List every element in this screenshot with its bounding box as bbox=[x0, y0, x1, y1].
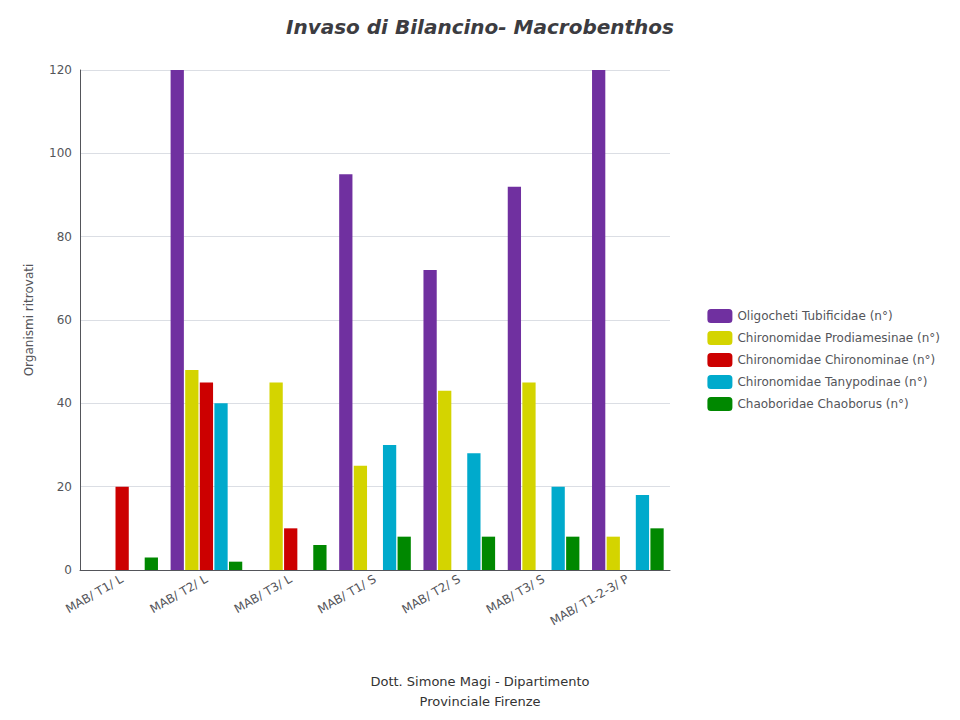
svg-text:Dott. Simone Magi - Dipartimen: Dott. Simone Magi - Dipartimento bbox=[370, 674, 589, 689]
svg-text:MAB/ T1-2-3/ P: MAB/ T1-2-3/ P bbox=[548, 572, 632, 628]
svg-text:0: 0 bbox=[64, 563, 72, 577]
svg-text:20: 20 bbox=[57, 480, 72, 494]
svg-text:MAB/ T2/ S: MAB/ T2/ S bbox=[399, 572, 462, 617]
svg-text:MAB/ T3/ S: MAB/ T3/ S bbox=[484, 572, 547, 617]
svg-text:80: 80 bbox=[57, 230, 72, 244]
svg-text:Chironomidae Prodiamesinae (n°: Chironomidae Prodiamesinae (n°) bbox=[737, 331, 940, 345]
svg-text:40: 40 bbox=[57, 396, 72, 410]
svg-text:120: 120 bbox=[49, 63, 72, 77]
svg-text:Invaso di Bilancino- Macrobent: Invaso di Bilancino- Macrobenthos bbox=[286, 15, 674, 39]
svg-text:MAB/ T1/ S: MAB/ T1/ S bbox=[315, 572, 378, 617]
svg-text:Provinciale Firenze: Provinciale Firenze bbox=[420, 694, 541, 709]
svg-text:Organismi ritrovati: Organismi ritrovati bbox=[22, 264, 36, 377]
svg-text:60: 60 bbox=[57, 313, 72, 327]
svg-text:Oligocheti Tubificidae (n°): Oligocheti Tubificidae (n°) bbox=[737, 309, 892, 323]
svg-text:MAB/ T2/ L: MAB/ T2/ L bbox=[147, 572, 210, 616]
svg-text:MAB/ T1/ L: MAB/ T1/ L bbox=[63, 572, 126, 616]
svg-text:Chaoboridae Chaoborus (n°): Chaoboridae Chaoborus (n°) bbox=[737, 397, 908, 411]
svg-text:100: 100 bbox=[49, 146, 72, 160]
svg-text:Chironomidae Tanypodinae (n°): Chironomidae Tanypodinae (n°) bbox=[737, 375, 927, 389]
svg-text:MAB/ T3/ L: MAB/ T3/ L bbox=[232, 572, 295, 616]
svg-text:Chironomidae Chironominae (n°): Chironomidae Chironominae (n°) bbox=[737, 353, 935, 367]
